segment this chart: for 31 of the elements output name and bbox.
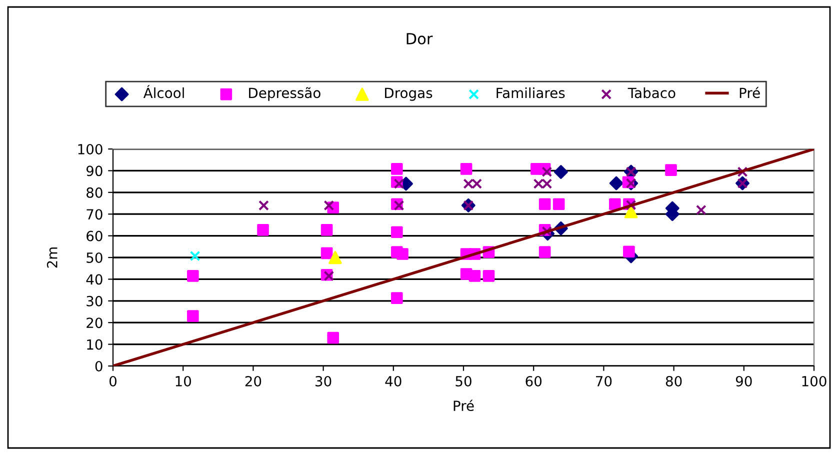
y-axis-title: 2m (46, 247, 58, 268)
y-tick-label: 90 (86, 166, 102, 176)
legend-label: Álcool (143, 85, 184, 98)
y-tick-label: 60 (86, 230, 102, 242)
y-tick-label: 50 (86, 252, 102, 263)
x-tick-label: 70 (596, 376, 612, 386)
chart-title: Dor (406, 33, 433, 44)
x-tick-label: 40 (385, 376, 402, 386)
x-tick-label: 0 (109, 376, 116, 386)
y-tick-label: 80 (86, 187, 102, 198)
x-axis-title: Pré (454, 400, 474, 412)
y-tick-label: 20 (86, 318, 102, 328)
x-tick-label: 80 (666, 376, 682, 386)
y-tick-label: 30 (86, 296, 102, 306)
x-tick-label: 90 (736, 376, 752, 386)
legend-label: Drogas (385, 88, 432, 101)
y-tick-label: 100 (78, 144, 102, 154)
legend-label: Pré (740, 86, 760, 98)
y-tick-label: 0 (95, 360, 102, 372)
x-tick-label: 50 (456, 376, 472, 386)
y-tick-label: 10 (87, 339, 102, 350)
legend-label: Depressão (249, 87, 320, 101)
x-tick-label: 30 (316, 376, 332, 386)
legend-label: Familiares (496, 87, 565, 98)
x-tick-label: 10 (176, 376, 192, 386)
x-tick-label: 60 (526, 376, 542, 386)
y-tick-label: 40 (86, 274, 102, 285)
x-tick-label: 100 (802, 376, 826, 386)
x-tick-label: 20 (245, 376, 262, 386)
legend-label: Tabaco (628, 87, 676, 98)
y-tick-label: 70 (86, 209, 102, 220)
